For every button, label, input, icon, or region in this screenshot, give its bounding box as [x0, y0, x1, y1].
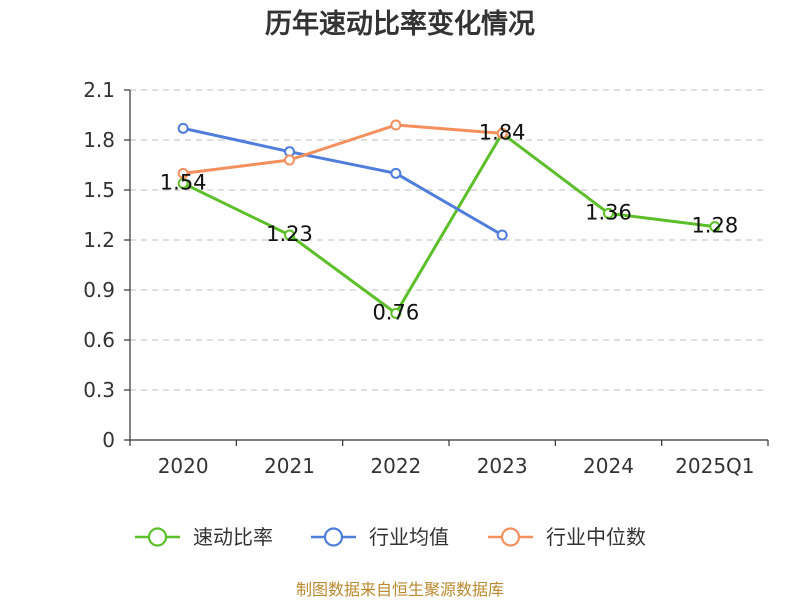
- x-tick-label: 2021: [264, 454, 315, 478]
- legend-circle-marker: [147, 527, 168, 547]
- y-tick-label: 0.9: [83, 278, 115, 302]
- industry-mean-point-2023: [496, 229, 508, 241]
- x-tick-label: 2024: [583, 454, 634, 478]
- grid-lines: [130, 89, 768, 391]
- x-tick-label: 2025Q1: [675, 454, 754, 478]
- quick-ratio-data-label-2025Q1: 1.28: [691, 214, 738, 238]
- legend-circle-marker: [323, 527, 344, 547]
- industry-median-point-2023: [496, 127, 508, 139]
- y-tick-label: 2.1: [83, 78, 115, 102]
- industry-median-point-2022: [390, 119, 402, 131]
- legend-item-industry-mean[interactable]: 行业均值: [311, 525, 449, 549]
- legend-label: 速动比率: [193, 525, 273, 549]
- quick-ratio-line: [182, 131, 716, 315]
- legend-label: 行业中位数: [546, 525, 646, 549]
- axes: 0 0.3 0.6 0.9 1.2 1.5 1.8 2.1 2020 2021 2022 2023 20…: [83, 78, 769, 478]
- quick-ratio-data-label-2024: 1.36: [585, 200, 632, 224]
- quick-ratio-point-2025Q1: [709, 221, 721, 233]
- quick-ratio-point-2021: [284, 229, 295, 241]
- legend-circle-marker: [500, 527, 521, 547]
- legend-label: 行业均值: [369, 525, 449, 549]
- plot-series: [177, 119, 721, 319]
- y-tick-label: 1.5: [83, 178, 115, 202]
- y-tick-label: 0: [102, 428, 115, 452]
- y-tick-label: 0.3: [83, 378, 115, 402]
- y-tick-label: 0.6: [83, 328, 115, 352]
- y-tick-label: 1.2: [83, 228, 115, 252]
- industry-median-point-2021: [284, 154, 295, 166]
- x-tick-label: 2020: [158, 454, 209, 478]
- industry-median-line: [182, 123, 503, 175]
- quick-ratio-point-2024: [603, 207, 614, 219]
- x-tick-label: 2023: [477, 454, 528, 478]
- legend: 速动比率 行业均值 行业中位数: [135, 525, 646, 549]
- quick-ratio-data-label-2020: 1.54: [160, 170, 207, 194]
- x-tick-label: 2022: [370, 454, 421, 478]
- legend-item-quick-ratio[interactable]: 速动比率: [135, 525, 273, 549]
- industry-mean-point-2022: [390, 167, 402, 179]
- industry-mean-point-2020: [177, 122, 189, 134]
- chart-title: 历年速动比率变化情况: [265, 8, 535, 40]
- industry-mean-line: [182, 126, 503, 237]
- industry-median-point-2020: [177, 167, 189, 179]
- quick-ratio-data-label-2021: 1.23: [266, 222, 313, 246]
- data-labels: 1.54 1.23 0.76 1.84 1.36 1.28: [160, 120, 738, 324]
- quick-ratio-data-label-2023: 1.84: [479, 120, 526, 144]
- legend-item-industry-median[interactable]: 行业中位数: [488, 525, 646, 549]
- quick-ratio-data-label-2022: 0.76: [372, 300, 419, 324]
- quick-ratio-point-2022: [390, 307, 402, 319]
- y-tick-label: 1.8: [83, 128, 115, 152]
- source-footer: 制图数据来自恒生聚源数据库: [296, 580, 504, 599]
